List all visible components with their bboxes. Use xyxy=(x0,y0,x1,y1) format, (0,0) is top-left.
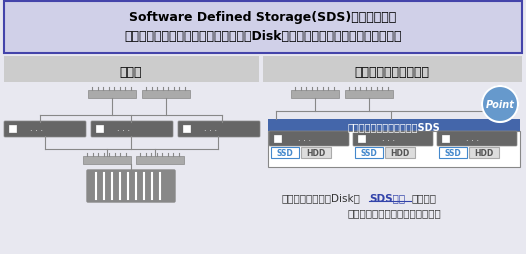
Text: １つの論理ボリュームとして利用: １つの論理ボリュームとして利用 xyxy=(348,207,442,217)
Text: 外部ストレージを用いず、サーバ内蔵Diskを大きな論理ボリュームとして利用: 外部ストレージを用いず、サーバ内蔵Diskを大きな論理ボリュームとして利用 xyxy=(124,29,402,42)
Text: 複数ノードの内蔵Diskを: 複数ノードの内蔵Diskを xyxy=(281,192,360,202)
FancyBboxPatch shape xyxy=(91,121,173,137)
Polygon shape xyxy=(482,87,518,122)
Text: ストレージソフトウェア＝SDS: ストレージソフトウェア＝SDS xyxy=(348,121,440,132)
FancyBboxPatch shape xyxy=(142,91,190,99)
FancyBboxPatch shape xyxy=(439,147,467,158)
Text: SSD: SSD xyxy=(361,149,377,158)
FancyBboxPatch shape xyxy=(268,120,520,132)
Text: · · ·: · · · xyxy=(382,136,396,145)
FancyBboxPatch shape xyxy=(87,170,175,202)
Text: Software Defined Storage(SDS)技術を用いて: Software Defined Storage(SDS)技術を用いて xyxy=(129,10,397,23)
Text: · · ·: · · · xyxy=(298,136,311,145)
FancyBboxPatch shape xyxy=(178,121,260,137)
FancyBboxPatch shape xyxy=(83,156,131,164)
Text: SSD: SSD xyxy=(277,149,294,158)
Text: HDD: HDD xyxy=(474,149,493,158)
FancyBboxPatch shape xyxy=(88,91,136,99)
FancyBboxPatch shape xyxy=(301,147,331,158)
Text: · · ·: · · · xyxy=(31,126,44,135)
FancyBboxPatch shape xyxy=(4,2,522,54)
FancyBboxPatch shape xyxy=(345,91,393,99)
Text: ハイパーコンバージド: ハイパーコンバージド xyxy=(355,65,430,78)
FancyBboxPatch shape xyxy=(358,135,365,142)
Text: · · ·: · · · xyxy=(467,136,480,145)
FancyBboxPatch shape xyxy=(183,125,190,133)
Text: Point: Point xyxy=(485,100,514,109)
Text: · · ·: · · · xyxy=(117,126,130,135)
FancyBboxPatch shape xyxy=(469,147,499,158)
FancyBboxPatch shape xyxy=(136,156,184,164)
Text: HDD: HDD xyxy=(306,149,326,158)
FancyBboxPatch shape xyxy=(4,121,86,137)
FancyBboxPatch shape xyxy=(9,125,16,133)
FancyBboxPatch shape xyxy=(271,147,299,158)
Text: SSD: SSD xyxy=(444,149,461,158)
FancyBboxPatch shape xyxy=(291,91,339,99)
FancyBboxPatch shape xyxy=(442,135,449,142)
FancyBboxPatch shape xyxy=(437,132,517,146)
Text: SDS技術: SDS技術 xyxy=(369,192,405,202)
FancyBboxPatch shape xyxy=(355,147,383,158)
Text: を用いて: を用いて xyxy=(411,192,436,202)
FancyBboxPatch shape xyxy=(385,147,415,158)
FancyBboxPatch shape xyxy=(269,132,349,146)
FancyBboxPatch shape xyxy=(353,132,433,146)
FancyBboxPatch shape xyxy=(96,125,103,133)
Text: · · ·: · · · xyxy=(205,126,218,135)
FancyBboxPatch shape xyxy=(4,57,259,83)
FancyBboxPatch shape xyxy=(263,57,522,83)
FancyBboxPatch shape xyxy=(274,135,281,142)
Text: 従来型: 従来型 xyxy=(120,65,142,78)
FancyBboxPatch shape xyxy=(268,132,520,167)
Text: HDD: HDD xyxy=(390,149,410,158)
